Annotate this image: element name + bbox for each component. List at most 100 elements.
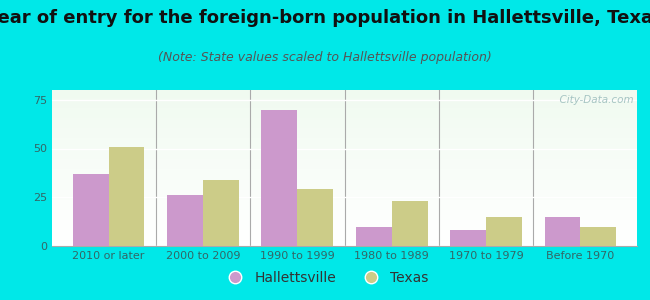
Bar bbox=[52, 116, 637, 117]
Bar bbox=[52, 95, 637, 96]
Bar bbox=[52, 222, 637, 223]
Bar bbox=[52, 113, 637, 114]
Bar bbox=[52, 155, 637, 156]
Bar bbox=[52, 109, 637, 110]
Bar bbox=[52, 127, 637, 128]
Bar bbox=[52, 130, 637, 131]
Bar bbox=[52, 182, 637, 183]
Bar bbox=[52, 128, 637, 129]
Bar bbox=[52, 231, 637, 232]
Bar bbox=[52, 202, 637, 203]
Bar bbox=[52, 119, 637, 120]
Bar bbox=[52, 181, 637, 182]
Bar bbox=[450, 230, 486, 246]
Bar bbox=[52, 123, 637, 124]
Bar bbox=[52, 120, 637, 121]
Bar bbox=[52, 138, 637, 139]
Bar bbox=[52, 90, 637, 91]
Bar bbox=[52, 167, 637, 168]
Bar bbox=[52, 158, 637, 159]
Bar bbox=[52, 140, 637, 141]
Bar bbox=[52, 125, 637, 126]
Bar bbox=[52, 204, 637, 205]
Bar bbox=[52, 216, 637, 217]
Bar bbox=[52, 171, 637, 172]
Bar bbox=[52, 111, 637, 112]
Bar bbox=[52, 98, 637, 99]
Bar bbox=[52, 137, 637, 138]
Bar bbox=[52, 168, 637, 169]
Bar bbox=[52, 92, 637, 93]
Bar bbox=[52, 192, 637, 193]
Bar bbox=[52, 191, 637, 192]
Bar bbox=[52, 151, 637, 152]
Bar bbox=[52, 135, 637, 136]
Bar bbox=[52, 221, 637, 222]
Bar bbox=[52, 161, 637, 162]
Bar bbox=[52, 220, 637, 221]
Bar bbox=[52, 131, 637, 132]
Bar bbox=[52, 107, 637, 108]
Text: Year of entry for the foreign-born population in Hallettsville, Texas: Year of entry for the foreign-born popul… bbox=[0, 9, 650, 27]
Bar bbox=[52, 227, 637, 228]
Bar bbox=[52, 178, 637, 179]
Bar bbox=[52, 112, 637, 113]
Bar bbox=[52, 104, 637, 105]
Bar bbox=[52, 115, 637, 116]
Text: (Note: State values scaled to Hallettsville population): (Note: State values scaled to Hallettsvi… bbox=[158, 51, 492, 64]
Bar bbox=[392, 201, 428, 246]
Bar bbox=[52, 145, 637, 146]
Bar bbox=[52, 97, 637, 98]
Bar bbox=[52, 190, 637, 191]
Bar bbox=[580, 226, 616, 246]
Bar bbox=[52, 94, 637, 95]
Bar bbox=[52, 174, 637, 175]
Bar bbox=[52, 129, 637, 130]
Bar bbox=[52, 199, 637, 200]
Bar bbox=[52, 180, 637, 181]
Bar bbox=[52, 215, 637, 216]
Bar bbox=[52, 142, 637, 143]
Bar bbox=[52, 154, 637, 155]
Bar bbox=[52, 200, 637, 201]
Bar bbox=[52, 118, 637, 119]
Bar bbox=[52, 170, 637, 171]
Bar bbox=[52, 136, 637, 137]
Bar bbox=[52, 133, 637, 134]
Bar bbox=[52, 186, 637, 187]
Bar bbox=[52, 203, 637, 204]
Bar bbox=[52, 242, 637, 243]
Bar bbox=[52, 156, 637, 157]
Bar bbox=[52, 183, 637, 184]
Bar bbox=[52, 134, 637, 135]
Bar bbox=[52, 126, 637, 127]
Bar bbox=[52, 236, 637, 237]
Bar bbox=[52, 150, 637, 151]
Text: City-Data.com: City-Data.com bbox=[553, 95, 634, 105]
Bar bbox=[52, 233, 637, 234]
Bar bbox=[52, 230, 637, 231]
Bar bbox=[52, 108, 637, 109]
Bar bbox=[52, 144, 637, 145]
Bar bbox=[356, 226, 392, 246]
Bar bbox=[545, 217, 580, 246]
Bar bbox=[52, 189, 637, 190]
Bar bbox=[52, 172, 637, 173]
Bar bbox=[73, 174, 109, 246]
Bar bbox=[52, 103, 637, 104]
Bar bbox=[52, 122, 637, 123]
Bar bbox=[52, 244, 637, 245]
Bar bbox=[52, 176, 637, 177]
Bar bbox=[52, 101, 637, 102]
Bar bbox=[52, 175, 637, 176]
Bar bbox=[52, 139, 637, 140]
Bar bbox=[52, 163, 637, 164]
Bar bbox=[52, 132, 637, 133]
Bar bbox=[52, 141, 637, 142]
Bar bbox=[52, 117, 637, 118]
Bar bbox=[52, 238, 637, 239]
Bar bbox=[52, 208, 637, 209]
Bar bbox=[486, 217, 522, 246]
Bar bbox=[52, 187, 637, 188]
Bar bbox=[52, 157, 637, 158]
